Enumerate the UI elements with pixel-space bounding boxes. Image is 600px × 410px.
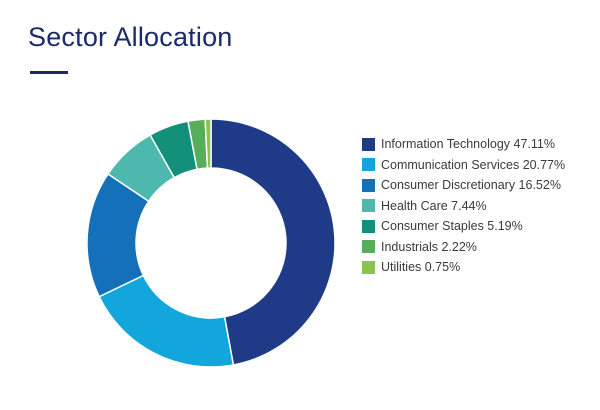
- legend-label: Communication Services 20.77%: [381, 157, 566, 172]
- legend-item-industrials: Industrials 2.22%: [362, 237, 565, 258]
- legend-swatch: [362, 199, 375, 213]
- legend-item-communication-services: Communication Services 20.77%: [362, 155, 565, 176]
- legend-label: Health Care 7.44%: [381, 198, 487, 213]
- donut-slice-information-technology: [210, 118, 336, 366]
- donut-slices: [86, 118, 336, 368]
- legend-swatch: [362, 240, 375, 254]
- page-title: Sector Allocation: [28, 22, 233, 52]
- legend-swatch: [362, 158, 375, 172]
- legend-item-information-technology: Information Technology 47.11%: [362, 134, 565, 155]
- legend-item-consumer-discretionary: Consumer Discretionary 16.52%: [362, 175, 565, 196]
- donut-slice-utilities: [204, 118, 212, 169]
- donut-slice-communication-services: [98, 274, 235, 368]
- legend-label: Industrials 2.22%: [381, 239, 477, 254]
- legend-swatch: [362, 219, 375, 233]
- legend-swatch: [362, 137, 375, 151]
- legend-swatch: [362, 260, 375, 274]
- legend-label: Utilities 0.75%: [381, 260, 461, 275]
- legend-label: Information Technology 47.11%: [381, 137, 555, 152]
- legend-item-health-care: Health Care 7.44%: [362, 196, 565, 217]
- chart-legend: Information Technology 47.11% Communicati…: [362, 134, 565, 278]
- legend-item-utilities: Utilities 0.75%: [362, 257, 565, 278]
- legend-item-consumer-staples: Consumer Staples 5.19%: [362, 216, 565, 237]
- legend-label: Consumer Staples 5.19%: [381, 219, 523, 234]
- legend-swatch: [362, 178, 375, 192]
- title-underline: [30, 71, 68, 74]
- legend-label: Consumer Discretionary 16.52%: [381, 178, 561, 193]
